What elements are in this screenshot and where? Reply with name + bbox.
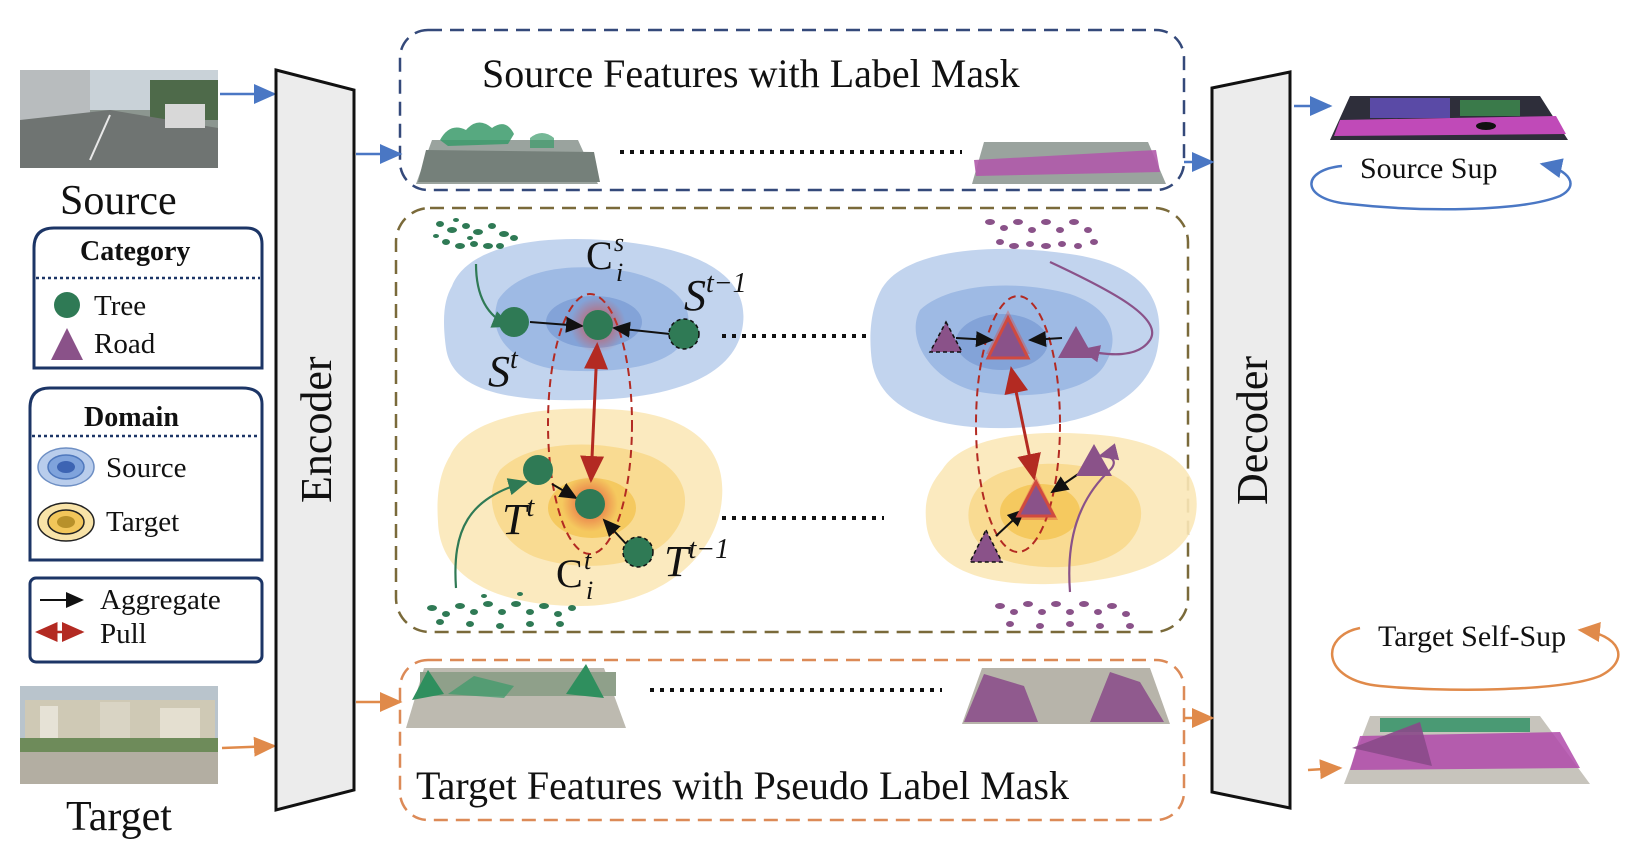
category-legend-box: [32, 226, 264, 370]
target-feature-map-last: [962, 668, 1170, 724]
target-aggregate-arrow-left: [551, 483, 578, 500]
source-tree-node-current: [499, 307, 529, 337]
source-domain-legend-icon: [37, 447, 95, 487]
source-previous-label: St−1: [684, 268, 747, 320]
source-output-map: [1330, 96, 1568, 140]
target-centroid-label: C t i: [556, 546, 594, 605]
source-road-node-current: [1058, 326, 1094, 358]
target-self-sup-label: Target Self-Sup: [1378, 620, 1567, 653]
target-road-node-previous: [968, 528, 1004, 563]
source-road-centroid: [985, 314, 1031, 360]
source-tree-centroid: [583, 310, 613, 340]
domain-legend-box: [28, 386, 264, 562]
source-tree-node-previous: [668, 318, 700, 350]
target-self-sup-loop-arrow: [1330, 622, 1620, 691]
aggregate-legend-label: Aggregate: [100, 584, 221, 616]
arrow-legend-box: [28, 576, 264, 664]
tree-pull-ellipse: [547, 293, 633, 555]
encoder-block: [274, 68, 356, 812]
road-pull-ellipse: [975, 295, 1061, 553]
tree-feature-scatter-bottom: [427, 592, 576, 629]
source-road-node-previous: [928, 320, 964, 353]
target-current-label: Tt: [502, 492, 535, 544]
target-feature-map-first: [406, 664, 626, 728]
road-legend-label: Road: [94, 328, 156, 360]
source-aggregate-arrow-right: [612, 321, 671, 338]
target-domain-legend-label: Target: [106, 506, 180, 538]
source-features-panel: [398, 28, 1186, 192]
source-image: [20, 70, 218, 168]
source-road-aggregate-right: [1028, 331, 1063, 347]
source-feature-map-first: [416, 122, 600, 184]
domain-legend-title: Domain: [84, 402, 179, 433]
target-previous-label: Tt−1: [664, 534, 730, 586]
target-tree-node-previous: [622, 536, 654, 568]
target-output-map: [1344, 716, 1590, 784]
target-input-label: Target: [66, 794, 172, 840]
target-road-node-current: [1076, 444, 1112, 476]
target-tree-node-current: [523, 455, 553, 485]
feature-space-panel: [394, 206, 1190, 634]
road-feature-scatter-top: [985, 219, 1098, 249]
tree-pull-arrow: [580, 342, 609, 483]
source-centroid-label: C s i: [586, 228, 625, 287]
road-legend-icon: [51, 328, 83, 360]
tree-scatter-to-target-arrow: [454, 478, 529, 589]
target-features-panel: [398, 658, 1186, 822]
decoder-block: [1210, 70, 1292, 810]
source-domain-legend-label: Source: [106, 452, 187, 484]
road-pull-arrow: [1004, 366, 1041, 481]
category-legend-title: Category: [80, 236, 191, 267]
source-sup-label: Source Sup: [1360, 152, 1498, 185]
target-aggregate-arrow-right: [602, 518, 629, 547]
tree-legend-icon: [54, 292, 80, 318]
tree-feature-scatter-top: [433, 218, 518, 249]
target-domain-cloud-right: [925, 432, 1197, 585]
target-image: [20, 686, 218, 784]
source-sup-loop-arrow: [1310, 158, 1572, 211]
source-road-aggregate-left: [955, 331, 994, 348]
target-input-arrow: [221, 736, 277, 757]
target-features-title: Target Features with Pseudo Label Mask: [416, 763, 1069, 808]
source-aggregate-arrow-left: [529, 316, 584, 333]
decoder-label: Decoder: [1228, 355, 1277, 505]
target-domain-legend-icon: [37, 502, 95, 542]
road-scatter-to-target-arrow: [1068, 443, 1120, 593]
encoder-label: Encoder: [292, 356, 341, 503]
target-road-centroid: [1015, 478, 1057, 518]
source-current-label: St: [488, 344, 518, 396]
target-tree-centroid: [575, 489, 605, 519]
source-feature-map-last: [972, 142, 1166, 184]
decoder-to-target-output-arrow: [1307, 759, 1343, 780]
source-features-title: Source Features with Label Mask: [482, 51, 1020, 96]
tree-legend-label: Tree: [94, 290, 147, 322]
source-input-label: Source: [60, 178, 177, 224]
road-scatter-to-source-arrow: [1049, 261, 1154, 363]
road-feature-scatter-bottom: [995, 601, 1134, 629]
pull-legend-label: Pull: [100, 618, 147, 650]
